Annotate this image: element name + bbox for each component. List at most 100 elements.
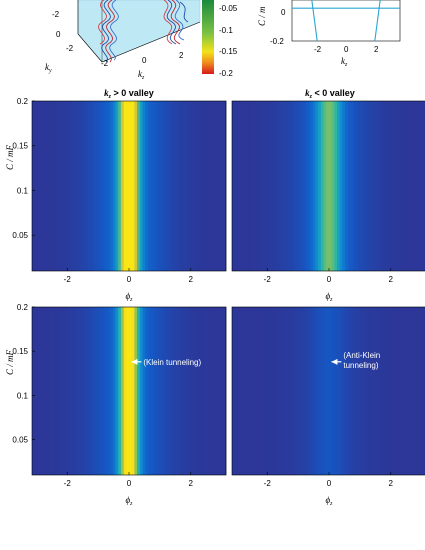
heatmap-column bbox=[40, 307, 44, 475]
helix-curve bbox=[166, 0, 177, 45]
heatmap-column bbox=[401, 101, 405, 271]
heatmap-column bbox=[404, 307, 408, 475]
heatmap-column bbox=[275, 101, 279, 271]
heatmap-column bbox=[137, 307, 141, 475]
heatmap-column bbox=[166, 307, 170, 475]
heatmap-column bbox=[269, 101, 273, 271]
heatmap-column bbox=[85, 101, 89, 271]
heatmap-column bbox=[320, 307, 324, 475]
heatmap-column bbox=[372, 101, 376, 271]
annotation-arrow-head bbox=[131, 358, 138, 365]
heatmap-column bbox=[185, 101, 189, 271]
x-tick-label: 2 bbox=[189, 275, 194, 284]
x-axis-label: ϕz bbox=[325, 495, 333, 507]
heatmap-column bbox=[77, 307, 81, 475]
heatmap-column bbox=[88, 307, 92, 475]
heatmap-column bbox=[37, 101, 41, 271]
heatmaps-group: -2 0 2 0.05 0.1 0.15 0.2 ϕz -2 0 2 ϕz -2 0 2 0.05 0.1 0.1… bbox=[12, 97, 425, 507]
colorbar-tick: -0.05 bbox=[219, 4, 238, 13]
heatmap-column bbox=[75, 307, 79, 475]
helix-curves-right bbox=[163, 0, 189, 45]
heatmap-column bbox=[153, 307, 157, 475]
heatmap-column bbox=[326, 307, 330, 475]
heatmap-column bbox=[50, 101, 54, 271]
heatmap-column bbox=[53, 101, 57, 271]
heatmap-column bbox=[277, 101, 281, 271]
heatmap-column bbox=[85, 307, 89, 475]
heatmap-column bbox=[345, 307, 349, 475]
heatmap-column bbox=[283, 307, 287, 475]
heatmap-column bbox=[385, 101, 389, 271]
heatmap-column bbox=[42, 101, 46, 271]
heatmap-column bbox=[339, 101, 343, 271]
heatmap-column bbox=[267, 307, 271, 475]
box-edge bbox=[77, 0, 201, 63]
heatmap-column bbox=[172, 307, 176, 475]
heatmap-column bbox=[123, 307, 127, 475]
heatmap-column bbox=[312, 101, 316, 271]
heatmap-column bbox=[256, 307, 260, 475]
heatmap-column bbox=[177, 101, 181, 271]
heatmap-column bbox=[48, 101, 52, 271]
heatmap-column bbox=[315, 101, 319, 271]
heatmap-column bbox=[372, 307, 376, 475]
x-tick-label: -2 bbox=[264, 479, 272, 488]
kz-axis-label: kz bbox=[138, 69, 145, 81]
heatmap-panel-0: -2 0 2 0.05 0.1 0.15 0.2 ϕz bbox=[12, 97, 227, 303]
heatmap-column bbox=[234, 101, 238, 271]
heatmap-column bbox=[209, 307, 213, 475]
heatmap-column bbox=[188, 101, 192, 271]
ky-tick-0: 0 bbox=[56, 30, 61, 39]
y-tick-label: 0.2 bbox=[17, 303, 29, 312]
heatmap-column bbox=[53, 307, 57, 475]
heatmap-column bbox=[315, 307, 319, 475]
y-tick-label: 0.05 bbox=[12, 436, 28, 445]
heatmap-column bbox=[385, 307, 389, 475]
heatmap-column bbox=[131, 307, 135, 475]
heatmap-column bbox=[145, 101, 149, 271]
heatmap-column bbox=[174, 101, 178, 271]
heatmap-column bbox=[304, 307, 308, 475]
heatmap-column bbox=[129, 101, 132, 271]
heatmap-column bbox=[193, 101, 197, 271]
heatmap-column bbox=[407, 307, 411, 475]
heatmap-column bbox=[91, 101, 95, 271]
heatmap-column bbox=[207, 307, 211, 475]
heatmap-column bbox=[32, 307, 35, 475]
heatmap-column bbox=[199, 101, 203, 271]
x-tick-label: -2 bbox=[264, 275, 272, 284]
heatmap-column bbox=[145, 307, 149, 475]
heatmap-y-axis-label: C / mF bbox=[5, 349, 15, 375]
y-tick-label: 0.15 bbox=[12, 142, 28, 151]
heatmap-column bbox=[296, 307, 300, 475]
heatmap-column bbox=[37, 307, 41, 475]
heatmap-column bbox=[409, 307, 413, 475]
heatmap-column bbox=[234, 307, 238, 475]
heatmap-column bbox=[112, 307, 116, 475]
heatmap-column bbox=[220, 101, 224, 271]
annotation-arrow-head bbox=[331, 358, 338, 365]
heatmap-column bbox=[161, 307, 165, 475]
heatmap-column bbox=[126, 307, 130, 475]
heatmap-column bbox=[264, 307, 268, 475]
heatmap-column bbox=[310, 307, 314, 475]
heatmap-column bbox=[256, 101, 260, 271]
heatmap-column bbox=[374, 101, 378, 271]
heatmap-column bbox=[139, 101, 143, 271]
heatmap-column bbox=[264, 101, 268, 271]
x-tick-label: 0 bbox=[327, 275, 332, 284]
surface-3d-panel: -2 0 -2 ky -2 0 2 kz -0.05 -0.1 -0.15 -0… bbox=[45, 0, 238, 81]
heatmap-column bbox=[91, 307, 95, 475]
heatmap-column bbox=[355, 101, 359, 271]
heatmap-column bbox=[355, 307, 359, 475]
heatmap-column bbox=[396, 307, 400, 475]
heatmap-column bbox=[288, 307, 292, 475]
heatmap-column bbox=[115, 101, 119, 271]
heatmap-column bbox=[164, 307, 168, 475]
heatmap-column bbox=[104, 101, 108, 271]
heatmap-column bbox=[364, 307, 368, 475]
heatmap-column bbox=[199, 307, 203, 475]
heatmap-column bbox=[275, 307, 279, 475]
heatmap-column bbox=[182, 101, 186, 271]
heatmap-column bbox=[188, 307, 192, 475]
